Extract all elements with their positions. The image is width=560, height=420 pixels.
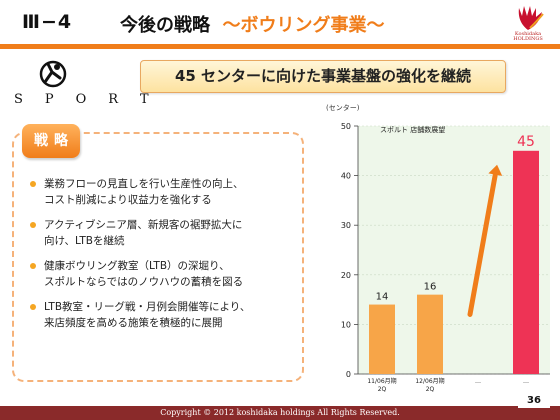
y-tick-label: 20 [341, 271, 351, 280]
strategy-item: 業務フローの見直しを行い生産性の向上、 コスト削減により収益力を強化する [30, 176, 302, 208]
x-tick-label: 12/06月期 [415, 377, 444, 385]
x-tick-label: 2Q [378, 386, 387, 393]
copyright-text: Copyright © 2012 koshidaka holdings All … [160, 408, 400, 417]
bar [513, 150, 539, 374]
bar [369, 304, 395, 374]
footer-bar: Copyright © 2012 koshidaka holdings All … [0, 406, 560, 420]
y-tick-label: 50 [341, 122, 351, 131]
company-logo: Koshidaka HOLDINGS [502, 4, 554, 42]
x-tick-label: 2Q [426, 386, 435, 393]
x-tick-label: … [475, 378, 481, 385]
strategy-item-line: LTB教室・リーグ戦・月例会開催等により、 [44, 301, 251, 313]
y-tick-label: 0 [346, 370, 351, 379]
store-count-chart: (センター)スポルト 店舗数展望010203040501411/06月期2Q16… [326, 103, 550, 393]
bullet-dot-icon [30, 181, 36, 187]
strategy-item: 健康ボウリング教室（LTB）の深堀り、スポルトならではのノウハウの蓄積を図る [30, 258, 302, 290]
strategy-box [12, 132, 304, 382]
strategy-item-line: スポルトならではのノウハウの蓄積を図る [44, 276, 244, 288]
data-label: 16 [424, 282, 437, 293]
bullet-dot-icon [30, 304, 36, 310]
chart-title: スポルト 店舗数展望 [380, 125, 445, 134]
y-tick-label: 10 [341, 320, 351, 329]
headline-banner: 45 センターに向けた事業基盤の強化を継続 [140, 60, 506, 93]
bullet-dot-icon [30, 222, 36, 228]
strategy-item-line: コスト削減により収益力を強化する [44, 194, 212, 206]
sport-figure-icon [39, 60, 67, 88]
title-gap [210, 15, 223, 36]
strategy-item-line: 健康ボウリング教室（LTB）の深堀り、 [44, 260, 230, 272]
data-label: 14 [376, 292, 389, 303]
x-tick-label: … [523, 378, 529, 385]
y-tick-label: 30 [341, 221, 351, 230]
page-title: 今後の戦略 ～ボウリング事業～ [120, 11, 385, 37]
bar [417, 294, 443, 374]
x-tick-label: 11/06月期 [367, 377, 396, 385]
strategy-item-line: アクティブシニア層、新規客の裾野拡大に [44, 219, 243, 231]
y-tick-label: 40 [341, 172, 351, 181]
data-label: 45 [517, 134, 535, 150]
hand-logo-icon [518, 6, 544, 30]
page-number: 36 [518, 394, 550, 408]
y-axis-label: (センター) [326, 103, 360, 112]
title-sub: ～ボウリング事業～ [222, 15, 385, 36]
growth-arrow-shaft [467, 168, 499, 317]
strategy-list: 業務フローの見直しを行い生産性の向上、 コスト削減により収益力を強化する アクティブ… [30, 176, 302, 340]
header-rule [0, 44, 560, 49]
sport-wordmark: SPORT [14, 92, 171, 107]
strategy-item: アクティブシニア層、新規客の裾野拡大に 向け、LTBを継続 [30, 217, 302, 249]
strategy-item-line: 向け、LTBを継続 [44, 235, 125, 247]
logo-text: Koshidaka HOLDINGS [513, 31, 543, 42]
section-number: Ⅲ−4 [22, 11, 73, 33]
growth-arrow-icon [488, 164, 503, 176]
title-main: 今後の戦略 [120, 15, 210, 36]
bullet-dot-icon [30, 263, 36, 269]
strategy-item-line: 業務フローの見直しを行い生産性の向上、 [44, 178, 244, 190]
strategy-badge: 戦略 [22, 124, 80, 158]
strategy-item-line: 来店頻度を高める施策を積極的に展開 [44, 317, 223, 329]
strategy-item: LTB教室・リーグ戦・月例会開催等により、 来店頻度を高める施策を積極的に展開 [30, 299, 302, 331]
